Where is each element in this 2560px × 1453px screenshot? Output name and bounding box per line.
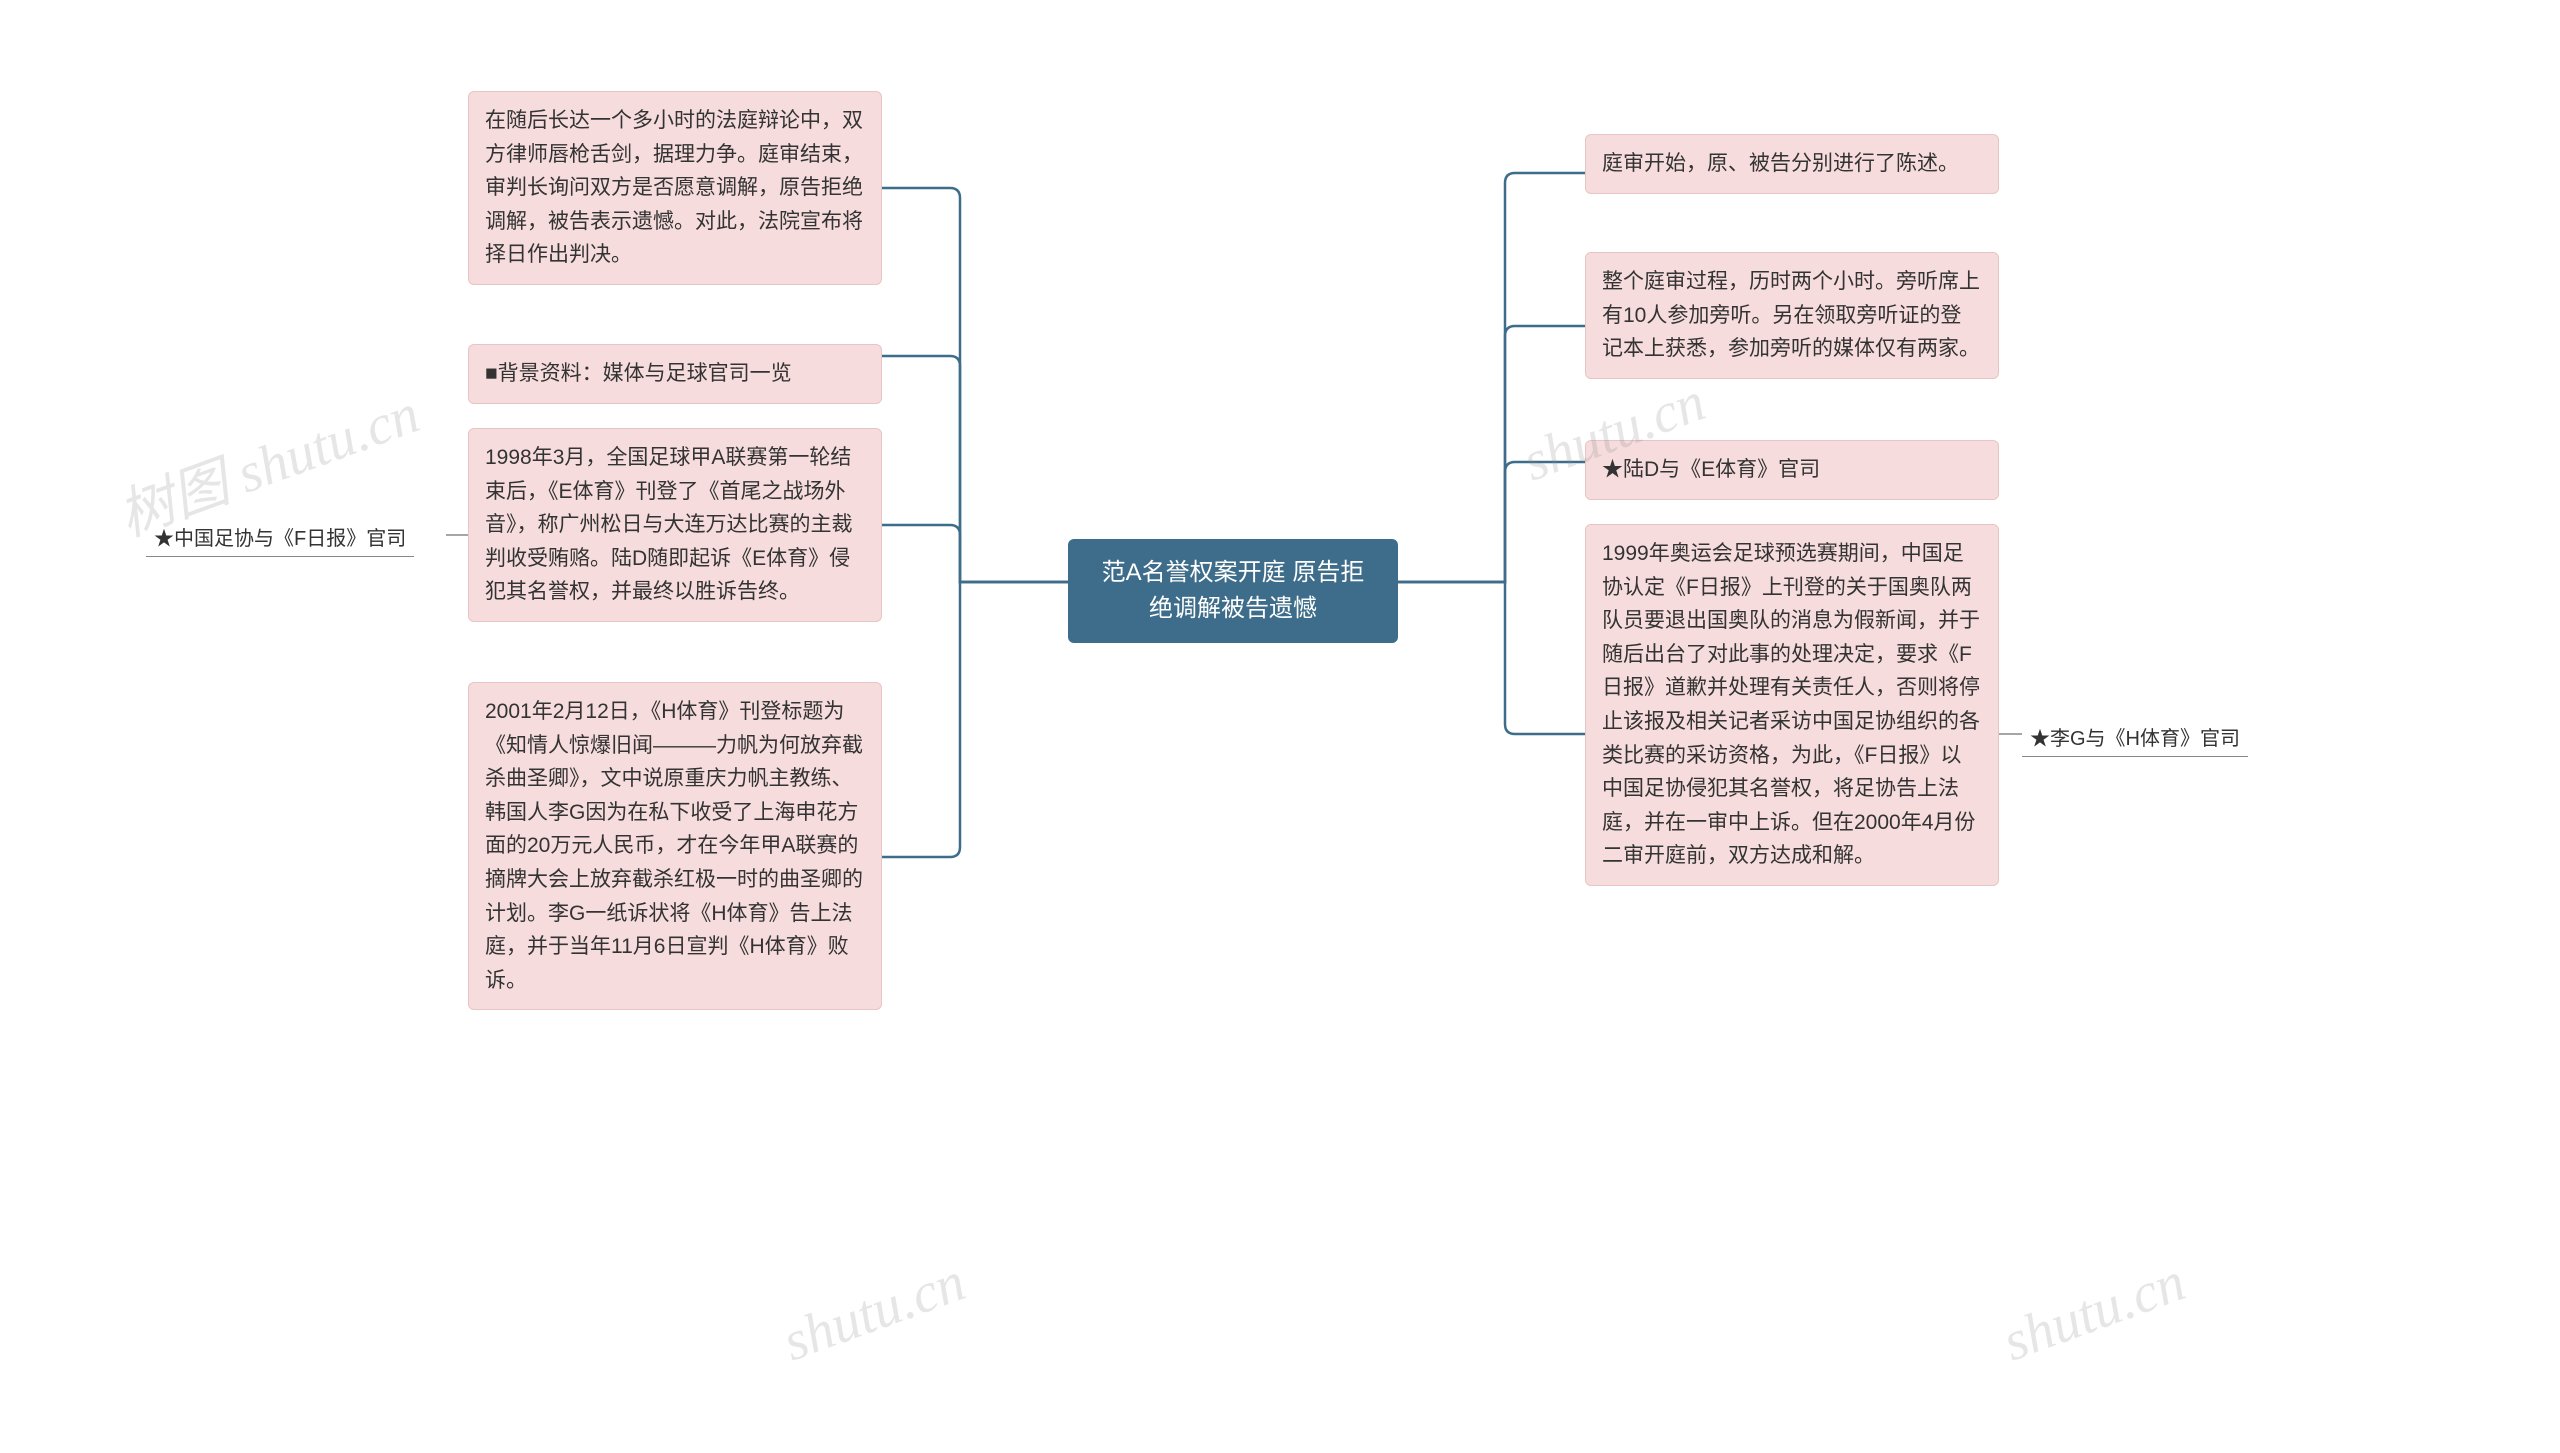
right-node-4-text: 1999年奥运会足球预选赛期间，中国足协认定《F日报》上刊登的关于国奥队两队员要… (1602, 542, 1980, 867)
left-node-4: 2001年2月12日，《H体育》刊登标题为《知情人惊爆旧闻———力帆为何放弃截杀… (468, 682, 882, 1010)
left-node-4-text: 2001年2月12日，《H体育》刊登标题为《知情人惊爆旧闻———力帆为何放弃截杀… (485, 700, 863, 992)
left-node-1-text: 在随后长达一个多小时的法庭辩论中，双方律师唇枪舌剑，据理力争。庭审结束，审判长询… (485, 109, 863, 266)
left-node-1: 在随后长达一个多小时的法庭辩论中，双方律师唇枪舌剑，据理力争。庭审结束，审判长询… (468, 91, 882, 285)
right-leaf: ★李G与《H体育》官司 (2022, 718, 2248, 755)
right-node-2: 整个庭审过程，历时两个小时。旁听席上有10人参加旁听。另在领取旁听证的登记本上获… (1585, 252, 1999, 379)
watermark-4-text: shutu.cn (1995, 1251, 2193, 1374)
left-node-3-text: 1998年3月，全国足球甲A联赛第一轮结束后，《E体育》刊登了《首尾之战场外音》… (485, 446, 853, 603)
watermark-3-text: shutu.cn (775, 1251, 973, 1374)
left-node-3: 1998年3月，全国足球甲A联赛第一轮结束后，《E体育》刊登了《首尾之战场外音》… (468, 428, 882, 622)
left-node-2: ■背景资料：媒体与足球官司一览 (468, 344, 882, 404)
left-leaf: ★中国足协与《F日报》官司 (146, 518, 414, 555)
right-node-3: ★陆D与《E体育》官司 (1585, 440, 1999, 500)
right-leaf-text: ★李G与《H体育》官司 (2030, 728, 2240, 750)
watermark-3: shutu.cn (775, 1250, 974, 1375)
right-node-3-text: ★陆D与《E体育》官司 (1602, 458, 1820, 481)
center-title-line2: 绝调解被告遗憾 (1149, 595, 1317, 622)
right-node-2-text: 整个庭审过程，历时两个小时。旁听席上有10人参加旁听。另在领取旁听证的登记本上获… (1602, 270, 1980, 360)
watermark-4: shutu.cn (1995, 1250, 2194, 1375)
left-leaf-text: ★中国足协与《F日报》官司 (154, 528, 406, 550)
center-node: 范A名誉权案开庭 原告拒 绝调解被告遗憾 (1068, 539, 1398, 643)
right-node-1-text: 庭审开始，原、被告分别进行了陈述。 (1602, 152, 1959, 175)
left-node-2-text: ■背景资料：媒体与足球官司一览 (485, 362, 792, 385)
center-title-line1: 范A名誉权案开庭 原告拒 (1102, 559, 1365, 586)
right-node-4: 1999年奥运会足球预选赛期间，中国足协认定《F日报》上刊登的关于国奥队两队员要… (1585, 524, 1999, 886)
right-node-1: 庭审开始，原、被告分别进行了陈述。 (1585, 134, 1999, 194)
